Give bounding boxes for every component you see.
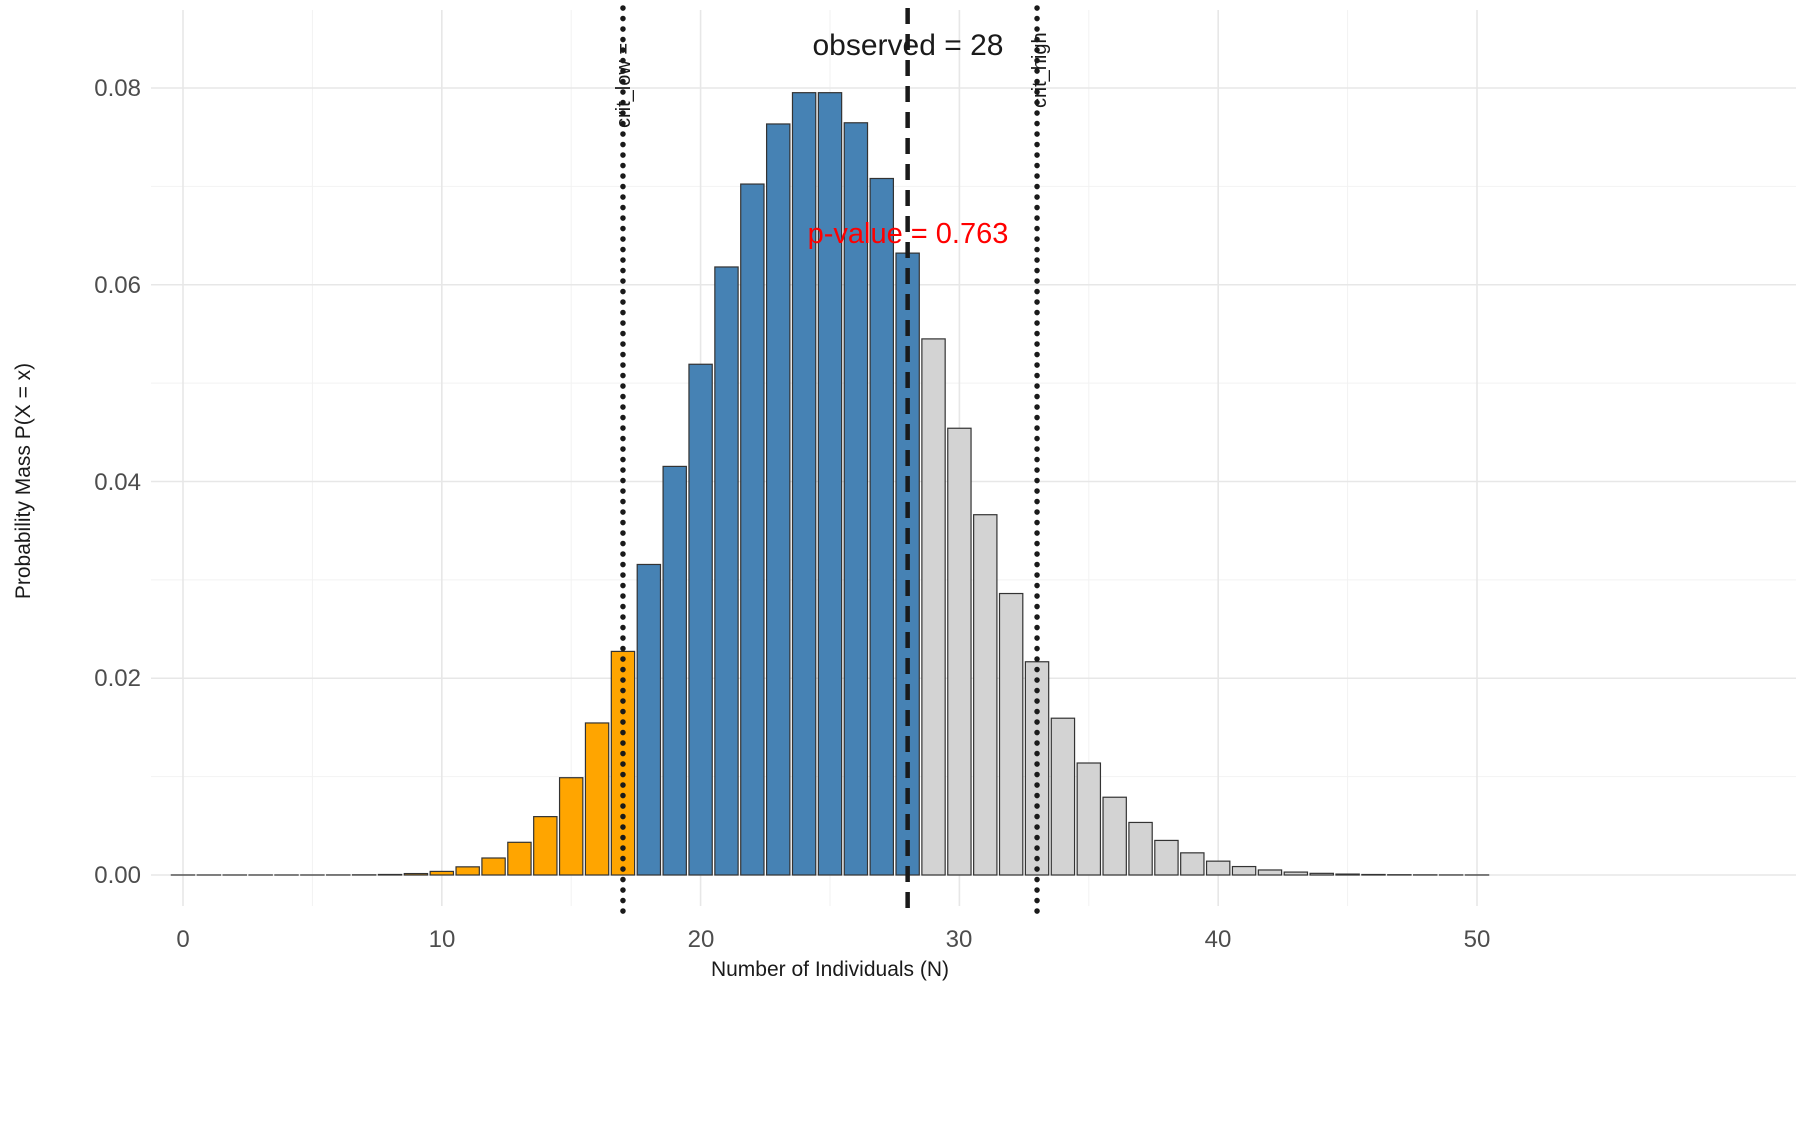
pmf-bar-x23 — [765, 123, 791, 876]
p-value-label: p-value = 0.763 — [808, 218, 1009, 250]
pmf-bar-x14 — [533, 816, 558, 876]
axis-titles: Number of Individuals (N) Probability Ma… — [12, 363, 949, 981]
pmf-bar-x31 — [973, 514, 998, 876]
pmf-bar-x19 — [662, 465, 687, 876]
pmf-bar-x24 — [791, 92, 817, 876]
pmf-bar-x26 — [843, 122, 869, 876]
pmf-bar-x13 — [507, 841, 532, 876]
crit-high-label: crit_high — [1029, 32, 1051, 108]
pmf-bar-x34 — [1050, 717, 1076, 876]
pmf-bar-x20 — [688, 363, 713, 876]
pmf-bar-x36 — [1102, 796, 1127, 876]
pmf-bar-x41 — [1231, 865, 1257, 876]
pmf-bar-x33 — [1024, 661, 1050, 876]
pmf-bar-x18 — [636, 563, 662, 876]
pmf-bar-x46 — [1361, 873, 1386, 876]
y-tick-0.00: 0.00 — [94, 862, 141, 889]
y-axis-title: Probability Mass P(X = x) — [12, 363, 35, 599]
pmf-bar-x39 — [1180, 852, 1205, 876]
pmf-bar-x27 — [869, 177, 895, 876]
pmf-bar-x37 — [1128, 821, 1153, 876]
y-axis-tick-labels: 0.00 0.02 0.04 0.06 0.08 — [94, 75, 141, 889]
pmf-bar-x32 — [998, 592, 1024, 876]
pmf-bar-x40 — [1205, 860, 1231, 876]
crit-low-label: crit_low = — [613, 43, 635, 128]
pmf-bar-x45 — [1335, 873, 1360, 876]
pmf-bar-x35 — [1076, 762, 1102, 876]
x-tick-50: 50 — [1464, 926, 1491, 953]
pmf-bar-x15 — [558, 777, 584, 876]
pmf-bar-x42 — [1257, 869, 1283, 876]
y-tick-0.04: 0.04 — [94, 469, 141, 496]
observed-label: observed = 28 — [813, 29, 1004, 62]
x-tick-20: 20 — [688, 926, 715, 953]
x-axis-tick-labels: 0 10 20 30 40 50 — [176, 926, 1490, 953]
pmf-bar-x30 — [947, 427, 972, 876]
pmf-bar-x8 — [377, 873, 403, 876]
pmf-bar-x21 — [714, 266, 739, 876]
x-tick-40: 40 — [1205, 926, 1232, 953]
bars-layer — [170, 92, 1490, 876]
pmf-bar-x25 — [817, 92, 843, 876]
pmf-bar-x9 — [403, 872, 429, 876]
x-tick-0: 0 — [176, 926, 189, 953]
pmf-bar-x38 — [1154, 839, 1179, 876]
pmf-bar-x44 — [1309, 872, 1334, 876]
y-tick-0.02: 0.02 — [94, 665, 141, 692]
pmf-bar-x11 — [455, 866, 480, 876]
annotations-layer: observed = 28 p-value = 0.763 crit_low =… — [613, 29, 1051, 250]
pmf-bar-x16 — [584, 722, 610, 876]
pmf-bar-x22 — [740, 183, 765, 876]
annotation-lines-layer — [620, 5, 1040, 920]
y-tick-0.06: 0.06 — [94, 272, 141, 299]
pmf-bar-x12 — [481, 857, 506, 876]
y-tick-0.08: 0.08 — [94, 75, 141, 102]
pmf-bar-x43 — [1283, 871, 1309, 876]
x-tick-10: 10 — [429, 926, 456, 953]
pmf-bar-x10 — [429, 870, 455, 876]
pmf-bar-x29 — [921, 338, 946, 876]
x-tick-30: 30 — [946, 926, 973, 953]
x-axis-title: Number of Individuals (N) — [711, 958, 949, 981]
